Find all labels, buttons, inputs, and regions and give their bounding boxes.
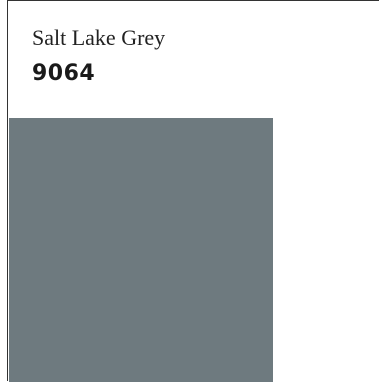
color-card: Salt Lake Grey 9064: [7, 0, 379, 382]
color-swatch: [9, 118, 273, 382]
color-name: Salt Lake Grey: [32, 25, 166, 50]
color-code: 9064: [32, 61, 96, 86]
